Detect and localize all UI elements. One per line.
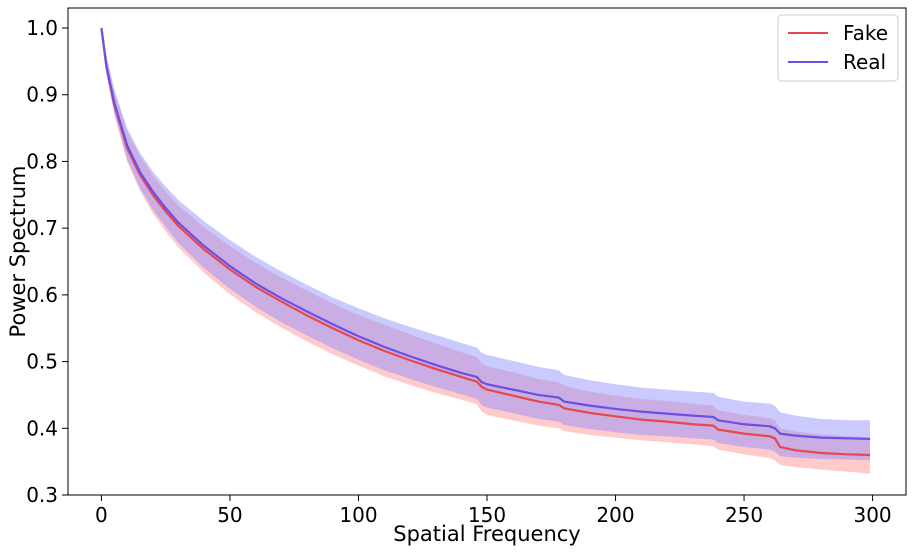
line-real bbox=[100, 27, 871, 441]
legend-label-real: Real bbox=[843, 50, 886, 74]
plot-frame bbox=[67, 7, 907, 496]
y-tick-label: 0.4 bbox=[26, 416, 58, 440]
y-tick-label: 0.8 bbox=[26, 149, 58, 173]
x-tick-label: 200 bbox=[596, 503, 634, 527]
x-tick-label: 0 bbox=[95, 503, 108, 527]
y-tick-label: 1.0 bbox=[26, 16, 58, 40]
y-tick-label: 0.7 bbox=[26, 216, 58, 240]
x-tick-label: 100 bbox=[339, 503, 377, 527]
legend-box bbox=[777, 14, 899, 82]
x-tick-label: 250 bbox=[725, 503, 763, 527]
x-tick-label: 300 bbox=[853, 503, 891, 527]
legend-label-fake: Fake bbox=[843, 21, 888, 45]
y-tick-label: 0.5 bbox=[26, 350, 58, 374]
y-tick-label: 0.3 bbox=[26, 483, 58, 507]
y-tick-label: 0.9 bbox=[26, 83, 58, 107]
x-tick-label: 150 bbox=[468, 503, 506, 527]
x-axis-ticks: 0 50 100 150 200 250 300 bbox=[95, 495, 892, 527]
confidence-bands bbox=[101, 28, 871, 474]
legend: Fake Real bbox=[777, 14, 899, 82]
line-fake bbox=[100, 27, 871, 457]
y-axis-label: Power Spectrum bbox=[6, 166, 30, 338]
y-axis-ticks: 0.3 0.4 0.5 0.6 0.7 0.8 0.9 1.0 bbox=[26, 16, 68, 507]
x-tick-label: 50 bbox=[217, 503, 242, 527]
band-real bbox=[101, 28, 871, 461]
x-axis-label: Spatial Frequency bbox=[393, 522, 580, 546]
series-lines bbox=[100, 27, 871, 457]
y-tick-label: 0.6 bbox=[26, 283, 58, 307]
